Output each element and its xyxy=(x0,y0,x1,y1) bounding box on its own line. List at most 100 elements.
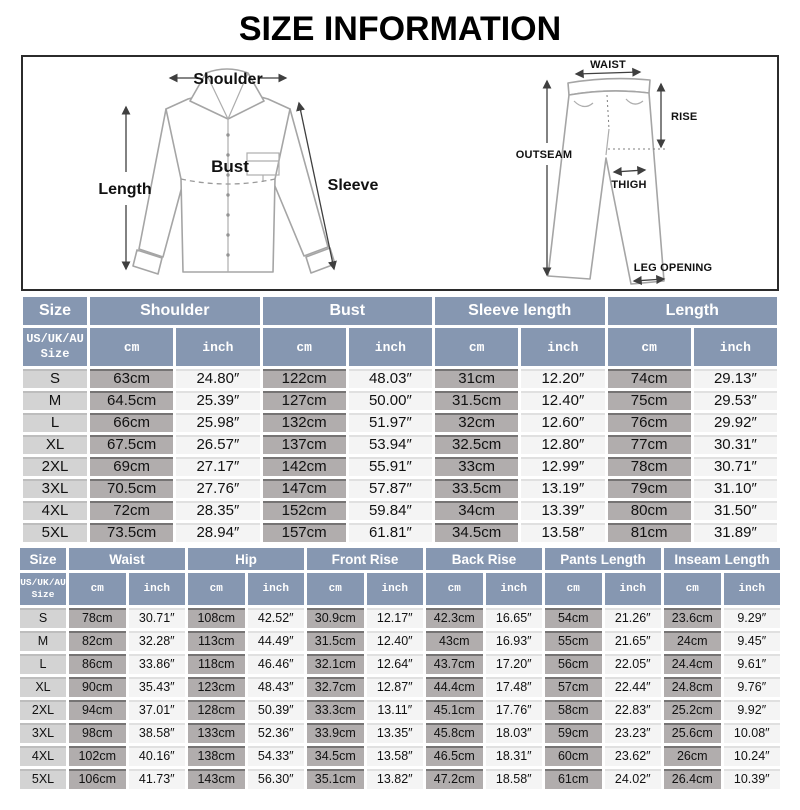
cm-value-cell: 34.5cm xyxy=(435,523,519,542)
cm-value-cell: 33.3cm xyxy=(307,700,364,720)
cm-value-cell: 98cm xyxy=(69,723,126,743)
table-row: L 66cm 25.98″ 132cm 51.97″ 32cm 12.60″ 76cm 29.9… xyxy=(23,413,777,432)
inch-value-cell: 18.58″ xyxy=(485,769,542,789)
inch-value-cell: 51.97″ xyxy=(348,413,432,432)
outseam-label: OUTSEAM xyxy=(516,149,572,161)
table-row: XL 90cm 35.43″ 123cm 48.43″ 32.7cm 12.87″ 44.4c… xyxy=(20,677,780,697)
inch-value-cell: 52.36″ xyxy=(247,723,304,743)
inch-value-cell: 48.03″ xyxy=(348,369,432,388)
inch-value-cell: 33.86″ xyxy=(128,654,185,674)
inch-value-cell: 9.61″ xyxy=(723,654,780,674)
cm-value-cell: 113cm xyxy=(188,631,245,651)
cm-value-cell: 127cm xyxy=(262,391,346,410)
inch-value-cell: 55.91″ xyxy=(348,457,432,476)
shoulder-label: Shoulder xyxy=(193,71,262,88)
shirt-left-cuff xyxy=(132,249,163,275)
inch-value-cell: 46.46″ xyxy=(247,654,304,674)
cm-value-cell: 157cm xyxy=(262,523,346,542)
cm-value-cell: 30.9cm xyxy=(307,608,364,628)
pants-size-table-body: S 78cm 30.71″ 108cm 42.52″ 30.9cm 12.17″ 42.3cm… xyxy=(20,608,780,789)
table-row: S 78cm 30.71″ 108cm 42.52″ 30.9cm 12.17″ 42.3cm… xyxy=(20,608,780,628)
inch-value-cell: 22.05″ xyxy=(604,654,661,674)
cm-value-cell: 33.5cm xyxy=(435,479,519,498)
inch-value-cell: 61.81″ xyxy=(348,523,432,542)
inch-value-cell: 10.08″ xyxy=(723,723,780,743)
size-cell: 3XL xyxy=(20,723,66,743)
inch-value-cell: 30.31″ xyxy=(693,435,777,454)
table-row: S 63cm 24.80″ 122cm 48.03″ 31cm 12.20″ 74cm 29.1… xyxy=(23,369,777,388)
cm-value-cell: 59cm xyxy=(545,723,602,743)
cm-value-cell: 31cm xyxy=(435,369,519,388)
measure-group-header: Hip xyxy=(188,548,304,570)
cm-value-cell: 55cm xyxy=(545,631,602,651)
measure-group-header: Back Rise xyxy=(426,548,542,570)
inch-value-cell: 21.65″ xyxy=(604,631,661,651)
inch-value-cell: 53.94″ xyxy=(348,435,432,454)
cm-value-cell: 32cm xyxy=(435,413,519,432)
cm-value-cell: 77cm xyxy=(607,435,691,454)
inch-value-cell: 12.87″ xyxy=(366,677,423,697)
cm-unit-header: cm xyxy=(69,573,126,605)
pants-size-table-header: Size Waist Hip Front Rise Back Rise Pants Len… xyxy=(20,548,780,605)
inch-value-cell: 24.02″ xyxy=(604,769,661,789)
inch-value-cell: 23.62″ xyxy=(604,746,661,766)
size-cell: L xyxy=(23,413,87,432)
inch-value-cell: 48.43″ xyxy=(247,677,304,697)
rise-label: RISE xyxy=(671,111,697,123)
size-cell: 2XL xyxy=(23,457,87,476)
cm-value-cell: 24.8cm xyxy=(664,677,721,697)
inch-unit-header: inch xyxy=(128,573,185,605)
cm-value-cell: 63cm xyxy=(90,369,174,388)
cm-value-cell: 70.5cm xyxy=(90,479,174,498)
bust-label: Bust xyxy=(211,157,249,176)
table-row: 3XL 98cm 38.58″ 133cm 52.36″ 33.9cm 13.35″ 45.8… xyxy=(20,723,780,743)
size-cell: M xyxy=(20,631,66,651)
cm-unit-header: cm xyxy=(262,328,346,366)
inch-value-cell: 50.00″ xyxy=(348,391,432,410)
cm-value-cell: 32.5cm xyxy=(435,435,519,454)
cm-value-cell: 45.8cm xyxy=(426,723,483,743)
cm-value-cell: 34.5cm xyxy=(307,746,364,766)
size-cell: 4XL xyxy=(23,501,87,520)
cm-value-cell: 32.7cm xyxy=(307,677,364,697)
inch-value-cell: 16.65″ xyxy=(485,608,542,628)
inch-unit-header: inch xyxy=(366,573,423,605)
inch-value-cell: 40.16″ xyxy=(128,746,185,766)
cm-value-cell: 138cm xyxy=(188,746,245,766)
inch-value-cell: 24.80″ xyxy=(176,369,260,388)
inch-value-cell: 59.84″ xyxy=(348,501,432,520)
inch-value-cell: 31.50″ xyxy=(693,501,777,520)
cm-value-cell: 47.2cm xyxy=(426,769,483,789)
pants-measurement-diagram: WAIST RISE OUTSEAM THIGH LEG OPENING xyxy=(516,59,713,285)
inch-value-cell: 25.39″ xyxy=(176,391,260,410)
inch-value-cell: 12.60″ xyxy=(521,413,605,432)
cm-value-cell: 64.5cm xyxy=(90,391,174,410)
cm-value-cell: 90cm xyxy=(69,677,126,697)
size-cell: M xyxy=(23,391,87,410)
cm-unit-header: cm xyxy=(435,328,519,366)
inch-value-cell: 9.29″ xyxy=(723,608,780,628)
length-label: Length xyxy=(98,181,151,198)
inch-value-cell: 42.52″ xyxy=(247,608,304,628)
cm-value-cell: 81cm xyxy=(607,523,691,542)
inch-value-cell: 27.17″ xyxy=(176,457,260,476)
cm-unit-header: cm xyxy=(188,573,245,605)
size-group-header: Size xyxy=(23,297,87,325)
cm-value-cell: 118cm xyxy=(188,654,245,674)
shirt-size-table-body: S 63cm 24.80″ 122cm 48.03″ 31cm 12.20″ 74cm 29.1… xyxy=(23,369,777,542)
cm-value-cell: 67.5cm xyxy=(90,435,174,454)
cm-value-cell: 33cm xyxy=(435,457,519,476)
inch-unit-header: inch xyxy=(723,573,780,605)
size-group-header: Size xyxy=(20,548,66,570)
cm-value-cell: 106cm xyxy=(69,769,126,789)
cm-value-cell: 80cm xyxy=(607,501,691,520)
inch-value-cell: 21.26″ xyxy=(604,608,661,628)
cm-value-cell: 79cm xyxy=(607,479,691,498)
cm-value-cell: 128cm xyxy=(188,700,245,720)
leg-opening-label: LEG OPENING xyxy=(634,262,713,274)
size-cell: S xyxy=(20,608,66,628)
inch-value-cell: 13.58″ xyxy=(521,523,605,542)
size-cell: 5XL xyxy=(20,769,66,789)
cm-value-cell: 82cm xyxy=(69,631,126,651)
inch-value-cell: 17.20″ xyxy=(485,654,542,674)
